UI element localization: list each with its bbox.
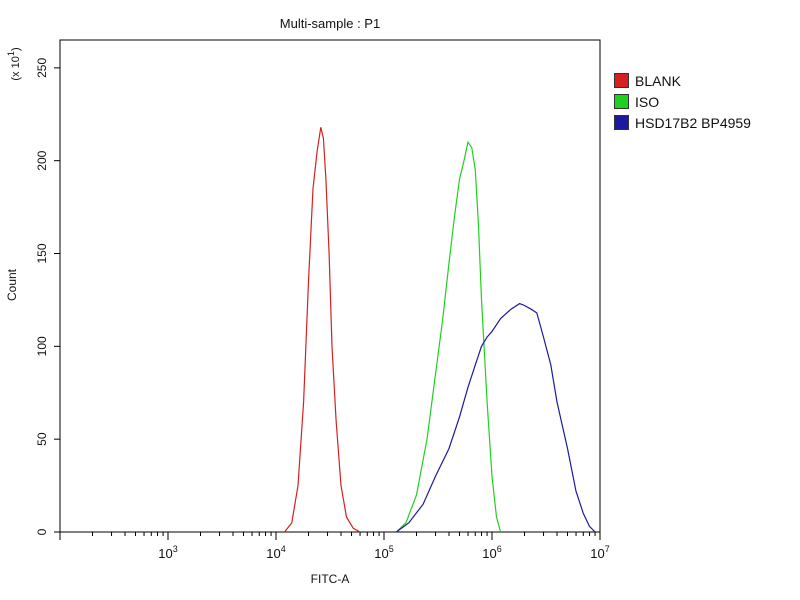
y-tick-label: 250 [35, 58, 49, 78]
y-tick-label: 0 [35, 528, 49, 535]
chart-title: Multi-sample : P1 [279, 16, 381, 31]
series-line-iso [395, 140, 502, 533]
series-line-hsd17b2-bp4959 [395, 302, 596, 533]
x-tick-label: 104 [266, 544, 285, 561]
x-tick-label: 106 [482, 544, 501, 561]
series-line-blank [284, 127, 361, 533]
legend-item: BLANK [614, 70, 751, 91]
y-tick-label: 100 [35, 336, 49, 356]
x-tick-label: 107 [590, 544, 609, 561]
legend: BLANK ISO HSD17B2 BP4959 [614, 70, 751, 133]
legend-item: ISO [614, 91, 751, 112]
y-tick-label: 150 [35, 243, 49, 263]
legend-label: BLANK [635, 72, 681, 89]
legend-label: HSD17B2 BP4959 [635, 114, 751, 131]
plot-frame [59, 39, 601, 533]
y-tick-label: 50 [35, 432, 49, 446]
x-tick-label: 103 [158, 544, 177, 561]
legend-swatch [614, 115, 629, 130]
x-axis-label: FITC-A [310, 572, 350, 586]
y-tick-label: 200 [35, 150, 49, 170]
x-tick-label: 105 [374, 544, 393, 561]
legend-item: HSD17B2 BP4959 [614, 112, 751, 133]
legend-label: ISO [635, 93, 660, 110]
legend-swatch [614, 94, 629, 109]
legend-swatch [614, 73, 629, 88]
